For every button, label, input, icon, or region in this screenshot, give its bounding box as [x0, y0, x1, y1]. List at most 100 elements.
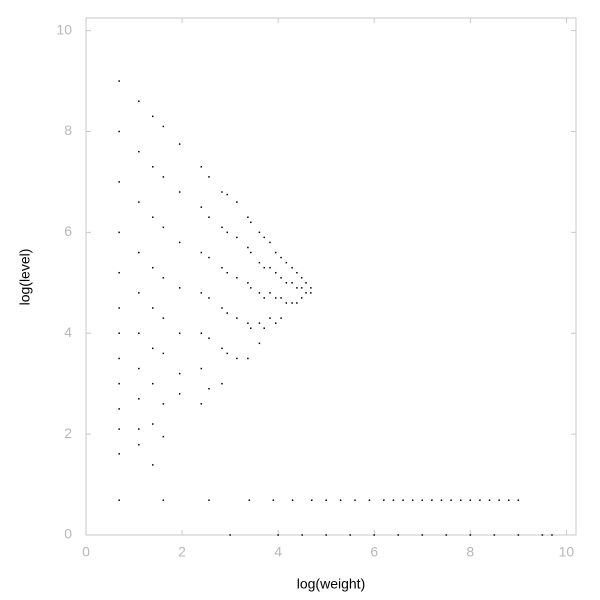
point: [311, 499, 313, 501]
point: [200, 206, 203, 208]
point: [152, 307, 154, 309]
point: [402, 499, 404, 501]
plot-frame: [85, 17, 577, 536]
point: [208, 256, 210, 259]
point: [138, 398, 140, 400]
point: [178, 372, 181, 375]
point: [247, 357, 249, 360]
point: [493, 534, 496, 536]
point: [250, 251, 252, 254]
x-tick-label: 8: [466, 544, 474, 560]
point: [551, 534, 553, 536]
point: [368, 499, 371, 501]
point: [236, 236, 238, 239]
point: [411, 499, 414, 501]
point: [305, 292, 307, 294]
point: [248, 499, 251, 501]
point: [226, 312, 228, 314]
x-tick-label: 10: [559, 544, 575, 560]
point: [498, 499, 500, 501]
point: [138, 292, 140, 294]
point: [280, 277, 282, 279]
point: [162, 317, 165, 319]
point: [445, 534, 448, 536]
point: [118, 357, 120, 360]
point: [258, 231, 261, 234]
point: [296, 302, 298, 304]
point: [221, 226, 223, 229]
y-tick-label: 6: [64, 223, 72, 239]
point: [200, 403, 203, 405]
point: [152, 347, 154, 350]
point: [459, 499, 462, 501]
point: [296, 287, 298, 289]
point: [354, 499, 356, 501]
point: [138, 201, 140, 203]
x-tick-label: 6: [370, 544, 378, 560]
point: [221, 266, 223, 269]
x-tick-label: 4: [274, 544, 282, 560]
point: [258, 342, 261, 345]
point: [421, 499, 424, 501]
point: [488, 499, 491, 501]
point: [118, 307, 120, 309]
point: [421, 534, 424, 536]
point: [285, 302, 288, 304]
point: [263, 297, 265, 299]
point: [517, 499, 520, 501]
point: [208, 176, 210, 178]
point: [269, 241, 271, 244]
point: [310, 287, 312, 289]
x-tick-label: 0: [82, 544, 90, 560]
point: [280, 256, 282, 259]
point: [178, 191, 181, 193]
point: [178, 241, 181, 244]
point: [208, 216, 210, 218]
point: [138, 100, 140, 102]
point: [226, 352, 228, 355]
point: [138, 150, 140, 153]
point: [152, 464, 154, 466]
y-tick-label: 2: [64, 425, 72, 441]
point: [247, 216, 249, 218]
point: [301, 534, 303, 536]
point: [162, 403, 165, 405]
point: [269, 292, 271, 294]
point: [118, 271, 120, 274]
point: [275, 271, 277, 274]
point: [269, 317, 271, 319]
point: [440, 499, 443, 501]
y-tick-label: 8: [64, 122, 72, 138]
point: [178, 332, 181, 334]
x-tick-label: 2: [178, 544, 186, 560]
point: [118, 231, 120, 234]
point: [229, 534, 231, 536]
point: [236, 317, 238, 319]
point: [247, 322, 249, 324]
point: [339, 499, 342, 501]
point: [250, 221, 252, 224]
point: [263, 236, 265, 239]
point: [200, 251, 203, 254]
point: [200, 166, 203, 168]
point: [118, 453, 120, 455]
point: [296, 271, 298, 274]
point: [479, 499, 481, 501]
point: [118, 408, 120, 410]
point: [236, 357, 238, 360]
point: [397, 534, 400, 536]
point: [275, 322, 277, 324]
point: [208, 499, 210, 501]
point: [118, 428, 120, 430]
point: [152, 382, 154, 385]
point: [152, 266, 154, 269]
point: [226, 193, 228, 196]
point: [118, 332, 120, 334]
y-tick-label: 10: [56, 21, 72, 37]
point: [291, 282, 293, 284]
point: [152, 115, 154, 118]
point: [221, 382, 223, 385]
point: [178, 393, 181, 395]
x-axis-label: log(weight): [297, 576, 365, 592]
point: [138, 428, 140, 430]
